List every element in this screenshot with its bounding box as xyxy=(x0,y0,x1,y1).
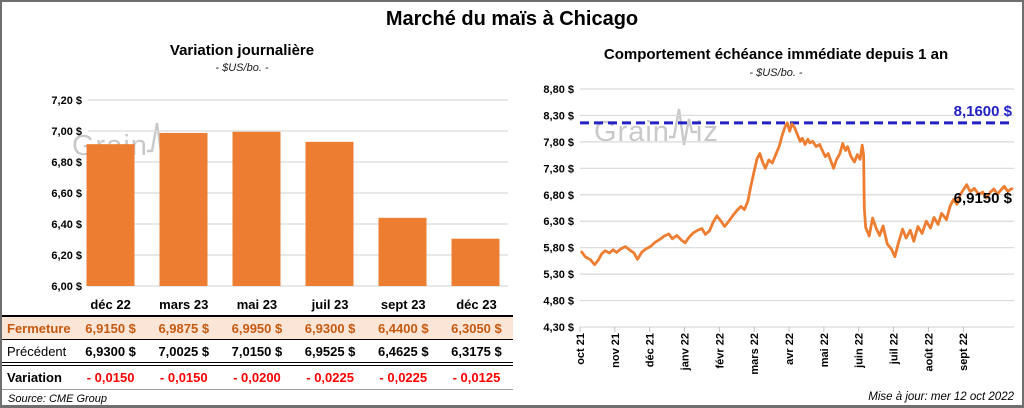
y-axis-label: 7,80 $ xyxy=(543,137,574,149)
column-header: sept 23 xyxy=(380,296,426,312)
bar xyxy=(159,132,208,286)
x-axis-label: oct 21 xyxy=(575,333,587,365)
x-axis-label: févr 22 xyxy=(714,333,726,368)
y-axis-label: 6,30 $ xyxy=(543,216,574,228)
table-cell: 6,9950 $ xyxy=(231,320,283,336)
x-axis-label: nov 21 xyxy=(610,333,622,368)
line-chart-subtitle: - $US/bo. - xyxy=(749,67,803,79)
table-cell: - 0,0125 xyxy=(452,370,501,385)
table-cell: 6,4625 $ xyxy=(377,343,429,359)
x-axis-label: août 22 xyxy=(923,333,935,372)
line-chart-title: Comportement échéance immédiate depuis 1… xyxy=(603,46,949,63)
table-cell: 6,4400 $ xyxy=(377,320,429,336)
reference-value-label: 8,1600 $ xyxy=(954,103,1013,120)
column-header: mars 23 xyxy=(159,296,209,312)
x-axis-label: janv 22 xyxy=(680,333,692,371)
table-row-fermeture: Fermeture 6,9150 $ 6,9875 $ 6,9950 $ 6,9300 … xyxy=(2,315,513,340)
quotes-table: déc 22 mars 23 mai 23 juil 23 sept 23 déc 23 F… xyxy=(2,293,513,390)
x-axis-label: juil 22 xyxy=(889,333,901,365)
y-axis-label: 6,80 $ xyxy=(51,157,82,169)
bar-chart-subtitle: - $US/bo. - xyxy=(215,62,269,74)
x-axis-label: déc 21 xyxy=(645,333,657,367)
table-header-row: déc 22 mars 23 mai 23 juil 23 sept 23 déc 23 xyxy=(2,293,513,315)
price-line xyxy=(580,121,1014,266)
table-cell: 6,9525 $ xyxy=(304,343,356,359)
table-cell: 6,9300 $ xyxy=(85,343,136,359)
table-cell: - 0,0225 xyxy=(379,370,428,385)
row-label: Variation xyxy=(7,370,62,385)
table-row-precedent: Précédent 6,9300 $ 7,0025 $ 7,0150 $ 6,9525 … xyxy=(2,340,513,366)
bar xyxy=(86,144,135,286)
table-cell: 6,9150 $ xyxy=(85,320,136,336)
bar xyxy=(232,131,281,286)
table-row-variation: Variation - 0,0150 - 0,0150 - 0,0200 - 0,022… xyxy=(2,366,513,390)
bar-chart-title: Variation journalière xyxy=(169,42,315,59)
column-header: mai 23 xyxy=(236,296,278,312)
y-axis-label: 7,20 $ xyxy=(51,95,82,107)
table-cell: 7,0150 $ xyxy=(231,343,283,359)
y-axis-label: 6,80 $ xyxy=(543,190,574,202)
column-header: déc 23 xyxy=(456,296,497,312)
source-note: Source: CME Group xyxy=(8,393,108,405)
y-axis-label: 7,00 $ xyxy=(51,126,82,138)
column-header: juil 23 xyxy=(311,296,349,312)
y-axis-label: 8,30 $ xyxy=(543,110,574,122)
page-title: Marché du maïs à Chicago xyxy=(385,8,639,30)
last-price-label: 6,9150 $ xyxy=(954,190,1013,207)
table-cell: - 0,0225 xyxy=(306,370,354,385)
bar xyxy=(378,217,427,286)
row-label: Précédent xyxy=(7,343,67,359)
y-axis-label: 6,40 $ xyxy=(51,219,82,231)
y-axis-label: 7,30 $ xyxy=(543,163,574,175)
y-axis-label: 5,80 $ xyxy=(543,243,574,255)
table-cell: 6,9875 $ xyxy=(158,320,210,336)
table-cell: - 0,0150 xyxy=(86,370,135,385)
x-axis-label: avr 22 xyxy=(784,333,796,365)
bar-chart: 7,20 $ 7,00 $ 6,80 $ 6,60 $ 6,40 $ 6,20 $ 6,00… xyxy=(51,95,508,293)
bar xyxy=(305,141,354,286)
line-chart: 8,80 $ 8,30 $ 7,80 $ 7,30 $ 6,80 $ 6,30 $ 5,80… xyxy=(543,84,1014,375)
y-axis-label: 4,80 $ xyxy=(543,296,574,308)
x-axis-label: mars 22 xyxy=(749,333,761,375)
table-cell: - 0,0200 xyxy=(233,370,281,385)
x-axis-label: juin 22 xyxy=(854,333,866,369)
y-axis-label: 6,20 $ xyxy=(51,250,82,262)
row-label: Fermeture xyxy=(7,320,71,336)
x-axis-label: sept 22 xyxy=(958,333,970,371)
table-cell: 7,0025 $ xyxy=(158,343,210,359)
y-axis-label: 8,80 $ xyxy=(543,84,574,96)
y-axis-label: 5,30 $ xyxy=(543,269,574,281)
table-cell: 6,3175 $ xyxy=(451,343,502,359)
table-cell: 6,3050 $ xyxy=(451,320,502,336)
x-axis-label: mai 22 xyxy=(819,333,831,367)
y-axis-label: 4,30 $ xyxy=(543,322,574,334)
column-header: déc 22 xyxy=(90,296,131,312)
bar xyxy=(451,238,500,286)
y-axis-label: 6,60 $ xyxy=(51,188,82,200)
update-note: Mise à jour: mer 12 oct 2022 xyxy=(868,391,1014,403)
y-axis-label: 6,00 $ xyxy=(51,281,82,293)
table-cell: - 0,0150 xyxy=(159,370,208,385)
table-cell: 6,9300 $ xyxy=(304,320,356,336)
